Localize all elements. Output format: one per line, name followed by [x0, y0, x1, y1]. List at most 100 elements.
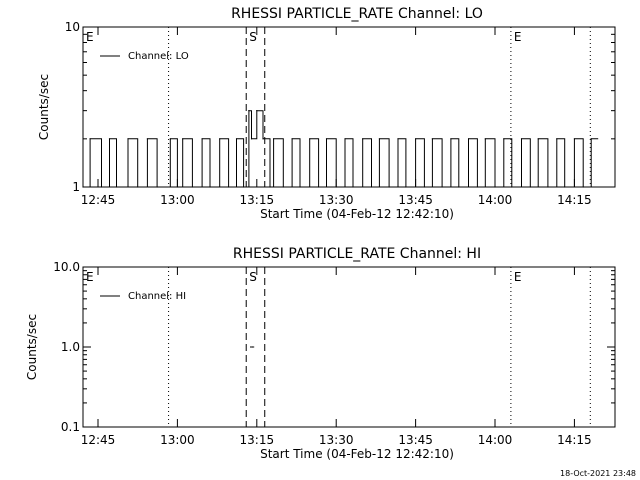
ch1-y-tick-label: 10.0: [53, 260, 80, 274]
ch0-data-point: [431, 138, 433, 140]
ch0-data-point: [269, 186, 271, 188]
ch1-x-tick-label: 14:15: [557, 433, 592, 447]
footer-timestamp: 18-Oct-2021 23:48: [560, 469, 636, 478]
ch1-marker-label: S: [249, 270, 257, 284]
ch0-data-point: [529, 186, 531, 188]
ch0-data-point: [335, 186, 337, 188]
ch1-x-tick-label: 12:45: [81, 433, 116, 447]
ch0-legend-entry: Channel: LO: [128, 51, 189, 62]
ch1-legend-entry: Channel: HI: [128, 291, 186, 302]
ch0-data-point: [317, 186, 320, 188]
ch0-data-point: [494, 186, 496, 188]
ch0-data-point: [388, 186, 390, 188]
ch0-data-point: [590, 138, 592, 140]
ch0-data-point: [467, 138, 470, 140]
ch0-x-tick-label: 13:45: [398, 193, 433, 207]
ch0-marker-label: E: [514, 30, 522, 44]
ch0-y-axis-label: Counts/sec: [37, 74, 51, 140]
ch0-data-point: [191, 186, 193, 188]
ch0-data-point: [520, 138, 523, 140]
ch1-x-tick-label: 13:00: [160, 433, 195, 447]
ch0-plot-frame: [82, 26, 616, 188]
ch0-data-point: [423, 186, 426, 188]
ch0-data-point: [547, 186, 549, 188]
ch0-data-point: [564, 186, 566, 188]
ch1-data-point: [251, 346, 253, 348]
ch0-data-point: [201, 138, 203, 140]
ch0-data-point: [115, 186, 118, 188]
ch0-data-point: [370, 186, 373, 188]
ch0-data-point: [227, 186, 230, 188]
ch0-x-tick-label: 12:45: [81, 193, 116, 207]
ch0-marker-label: S: [249, 30, 257, 44]
lo-channel-panel: RHESSI PARTICLE_RATE Channel: LO 12:45 13:…: [37, 6, 616, 221]
ch0-data-point: [282, 186, 284, 188]
ch0-data-point: [250, 138, 253, 140]
ch0-data-point: [362, 138, 364, 140]
ch0-data-point: [511, 186, 513, 188]
ch0-data-point: [256, 110, 258, 112]
ch0-series-line: [83, 110, 599, 188]
ch0-chart-title: RHESSI PARTICLE_RATE Channel: LO: [231, 6, 483, 22]
ch0-x-tick-label: 13:00: [160, 193, 195, 207]
ch0-data-point: [176, 186, 179, 188]
ch1-x-tick-label: 13:30: [319, 433, 354, 447]
hi-channel-panel: RHESSI PARTICLE_RATE Channel: HI 12:45 13:…: [25, 246, 616, 461]
ch0-data-point: [235, 138, 238, 140]
ch0-data-point: [242, 186, 245, 188]
ch0-data-point: [182, 138, 184, 140]
ch0-y-tick-label: 10: [65, 20, 80, 34]
ch0-data-point: [352, 186, 354, 188]
ch0-x-tick-label: 14:00: [478, 193, 513, 207]
ch0-data-point: [248, 110, 250, 112]
ch0-data-point: [219, 138, 221, 140]
ch0-data-point: [299, 186, 301, 188]
ch0-x-tick-label: 13:15: [240, 193, 275, 207]
ch0-data-point: [309, 138, 311, 140]
ch1-x-tick-label: 13:15: [240, 433, 275, 447]
ch0-x-tick-label: 13:30: [319, 193, 354, 207]
ch0-data-point: [450, 138, 452, 140]
ch1-marker-label: E: [514, 270, 522, 284]
ch1-chart-title: RHESSI PARTICLE_RATE Channel: HI: [233, 246, 481, 262]
ch0-data-point: [476, 186, 478, 188]
ch0-x-tick-label: 14:15: [557, 193, 592, 207]
ch0-data-point: [415, 138, 417, 140]
ch0-data-point: [262, 138, 264, 140]
ch0-data-point: [291, 138, 293, 140]
ch0-data-point: [169, 138, 171, 140]
ch0-data-point: [378, 138, 381, 140]
ch0-data-point: [82, 186, 84, 188]
ch0-data-point: [573, 138, 576, 140]
ch0-data-point: [458, 186, 460, 188]
ch0-data-point: [272, 138, 275, 140]
ch1-marker-label: E: [86, 270, 94, 284]
ch0-data-point: [89, 138, 91, 140]
ch0-x-axis-label: Start Time (04-Feb-12 12:42:10): [260, 207, 454, 221]
ch0-data-point: [100, 186, 103, 188]
ch0-data-point: [127, 138, 129, 140]
ch0-data-point: [325, 138, 328, 140]
ch1-y-axis-label: Counts/sec: [25, 314, 39, 380]
ch0-data-point: [582, 186, 584, 188]
ch0-data-point: [108, 138, 111, 140]
ch0-data-point: [137, 186, 139, 188]
ch1-x-tick-label: 14:00: [478, 433, 513, 447]
ch0-y-tick-label: 1: [72, 180, 80, 194]
ch0-data-point: [556, 138, 558, 140]
ch0-data-point: [503, 138, 505, 140]
ch0-data-point: [484, 138, 486, 140]
ch1-y-tick-label: 0.1: [61, 420, 80, 434]
ch0-data-point: [344, 138, 346, 140]
ch0-data-point: [537, 138, 539, 140]
ch1-data-point: [250, 346, 252, 348]
ch0-data-point: [146, 138, 149, 140]
ch0-data-point: [209, 186, 211, 188]
ch0-data-point: [441, 186, 443, 188]
ch1-y-tick-label: 1.0: [61, 340, 80, 354]
ch1-x-tick-label: 13:45: [398, 433, 433, 447]
ch0-marker-label: E: [86, 30, 94, 44]
ch0-data-point: [156, 186, 158, 188]
ch0-data-point: [397, 138, 399, 140]
